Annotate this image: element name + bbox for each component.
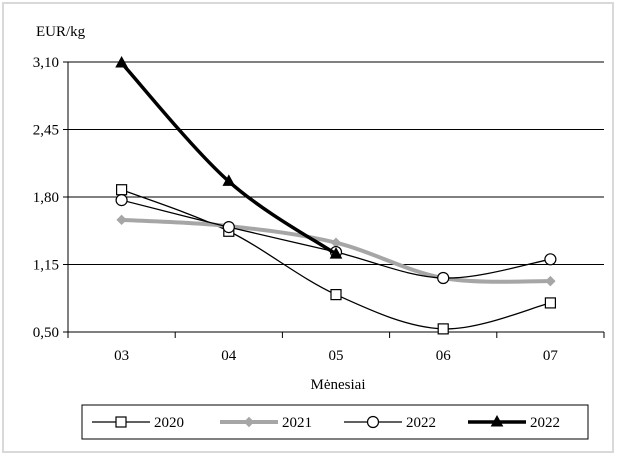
data-point xyxy=(437,323,449,335)
legend-item: 2021 xyxy=(220,415,312,431)
y-tick-label: 1,80 xyxy=(33,190,59,206)
legend-marker xyxy=(115,416,127,428)
legend-marker xyxy=(243,416,255,428)
data-point xyxy=(115,194,128,207)
y-tick-label: 0,50 xyxy=(33,325,59,341)
x-axis-label: Mėnesiai xyxy=(311,377,366,393)
x-tick-label: 05 xyxy=(329,348,344,364)
data-point xyxy=(330,237,342,248)
data-point xyxy=(222,174,236,186)
series-3 xyxy=(115,56,343,259)
chart-frame xyxy=(2,2,614,453)
series-line xyxy=(121,189,551,330)
legend-label: 2022 xyxy=(406,415,436,431)
data-point xyxy=(330,289,342,301)
data-point xyxy=(115,184,128,196)
x-tick-label: 03 xyxy=(114,348,129,364)
x-tick-label: 07 xyxy=(543,348,559,364)
legend-item: 2022 xyxy=(344,415,436,431)
legend-label: 2020 xyxy=(154,415,184,431)
y-tick-label: 1,15 xyxy=(33,258,59,274)
data-point xyxy=(115,56,128,68)
data-point xyxy=(329,247,343,259)
data-point xyxy=(544,297,557,309)
y-tick-label: 2,45 xyxy=(33,123,59,139)
legend-label: 2021 xyxy=(282,415,312,431)
x-tick-label: 06 xyxy=(436,348,452,364)
x-tick-label: 04 xyxy=(221,348,237,364)
data-point xyxy=(222,221,235,234)
data-point xyxy=(544,253,557,266)
legend-label: 2022 xyxy=(530,415,560,431)
data-point xyxy=(545,275,556,287)
y-axis-label: EUR/kg xyxy=(36,24,86,40)
y-tick-label: 3,10 xyxy=(33,55,59,71)
series-0 xyxy=(115,184,557,335)
legend-item: 2020 xyxy=(92,415,184,431)
legend-marker xyxy=(490,414,504,427)
data-point xyxy=(437,271,450,285)
legend-item: 2022 xyxy=(468,414,560,431)
data-point xyxy=(116,214,127,226)
legend-marker xyxy=(366,415,380,429)
